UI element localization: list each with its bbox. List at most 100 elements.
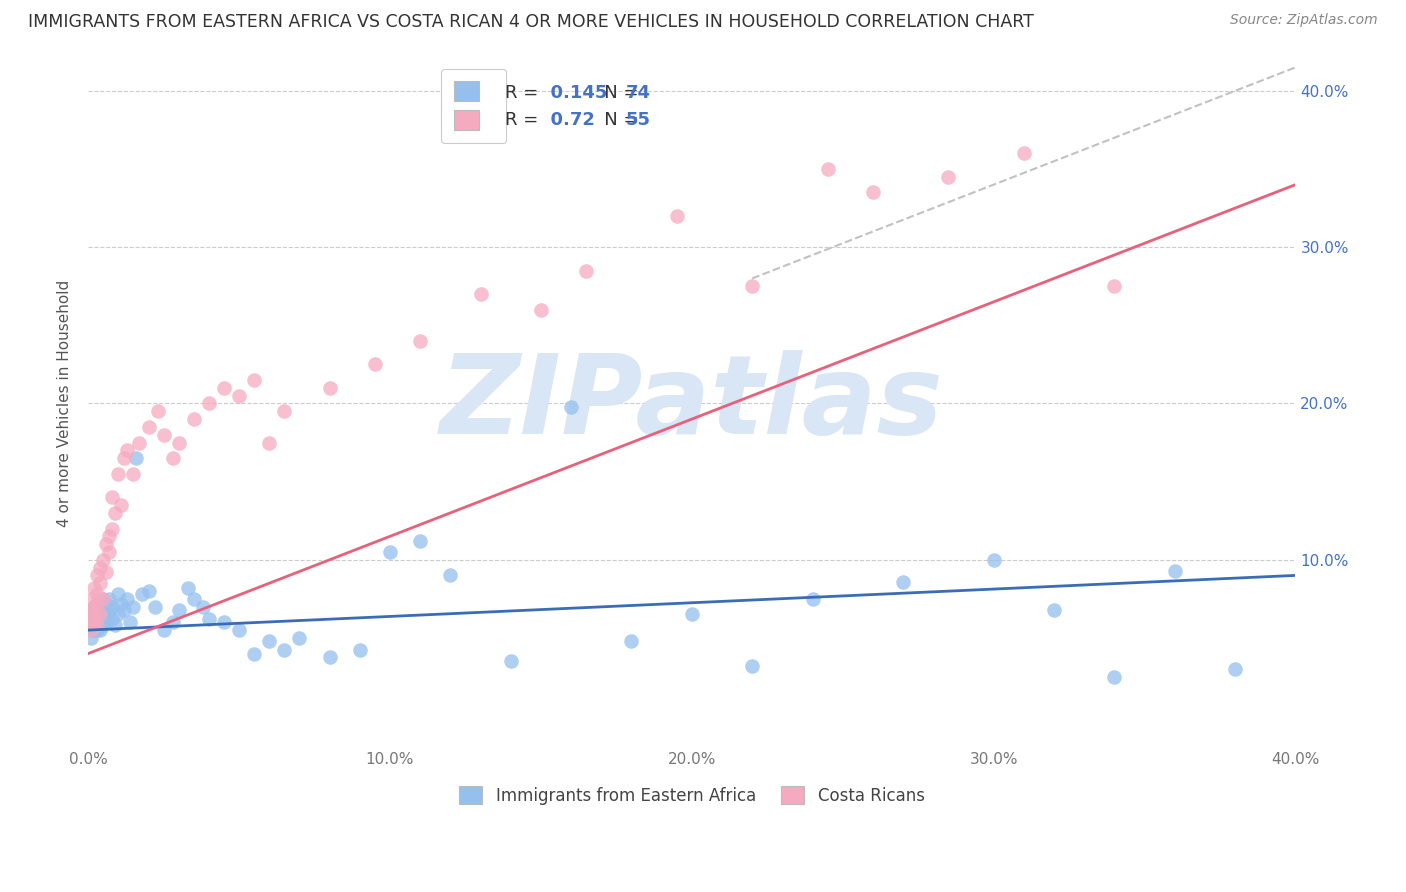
Point — [107, 467, 129, 481]
Point — [152, 623, 174, 637]
Text: 74: 74 — [626, 84, 651, 102]
Point — [98, 545, 121, 559]
Point — [89, 607, 111, 622]
Point — [439, 568, 461, 582]
Point — [83, 599, 105, 614]
Point — [1104, 670, 1126, 684]
Point — [91, 615, 114, 630]
Point — [228, 623, 250, 637]
Point — [167, 435, 190, 450]
Point — [80, 623, 103, 637]
Point — [104, 618, 127, 632]
Point — [575, 263, 598, 277]
Point — [177, 581, 200, 595]
Point — [273, 404, 295, 418]
Point — [96, 537, 118, 551]
Point — [80, 623, 103, 637]
Point — [1012, 146, 1035, 161]
Point — [110, 597, 132, 611]
Text: 0.145: 0.145 — [538, 84, 607, 102]
Point — [96, 566, 118, 580]
Point — [112, 451, 135, 466]
Point — [80, 618, 103, 632]
Point — [1164, 564, 1187, 578]
Point — [107, 587, 129, 601]
Point — [470, 287, 492, 301]
Point — [104, 506, 127, 520]
Y-axis label: 4 or more Vehicles in Household: 4 or more Vehicles in Household — [58, 280, 72, 527]
Point — [138, 584, 160, 599]
Point — [817, 161, 839, 176]
Point — [198, 396, 221, 410]
Point — [378, 545, 401, 559]
Point — [83, 623, 105, 637]
Text: 0.72: 0.72 — [538, 112, 595, 129]
Point — [122, 599, 145, 614]
Point — [91, 603, 114, 617]
Point — [98, 603, 121, 617]
Point — [110, 498, 132, 512]
Point — [198, 612, 221, 626]
Legend: Immigrants from Eastern Africa, Costa Ricans: Immigrants from Eastern Africa, Costa Ri… — [449, 777, 935, 814]
Point — [83, 599, 105, 614]
Point — [117, 591, 139, 606]
Point — [83, 581, 105, 595]
Point — [862, 186, 884, 200]
Point — [891, 574, 914, 589]
Point — [257, 634, 280, 648]
Point — [91, 591, 114, 606]
Point — [143, 599, 166, 614]
Point — [80, 591, 103, 606]
Point — [318, 649, 340, 664]
Point — [191, 599, 214, 614]
Point — [83, 607, 105, 622]
Point — [89, 576, 111, 591]
Point — [228, 389, 250, 403]
Point — [665, 209, 688, 223]
Text: ZIPatlas: ZIPatlas — [440, 350, 943, 457]
Point — [96, 615, 118, 630]
Point — [499, 654, 522, 668]
Text: IMMIGRANTS FROM EASTERN AFRICA VS COSTA RICAN 4 OR MORE VEHICLES IN HOUSEHOLD CO: IMMIGRANTS FROM EASTERN AFRICA VS COSTA … — [28, 13, 1033, 31]
Point — [80, 603, 103, 617]
Point — [1223, 662, 1246, 676]
Point — [167, 603, 190, 617]
Point — [101, 599, 124, 614]
Point — [243, 373, 266, 387]
Point — [183, 591, 205, 606]
Text: Source: ZipAtlas.com: Source: ZipAtlas.com — [1230, 13, 1378, 28]
Point — [212, 381, 235, 395]
Point — [162, 615, 184, 630]
Point — [243, 647, 266, 661]
Point — [91, 553, 114, 567]
Point — [86, 603, 108, 617]
Point — [120, 615, 142, 630]
Point — [409, 334, 432, 348]
Point — [183, 412, 205, 426]
Point — [86, 607, 108, 622]
Point — [91, 591, 114, 606]
Point — [80, 631, 103, 645]
Point — [620, 634, 643, 648]
Point — [98, 529, 121, 543]
Point — [801, 591, 824, 606]
Point — [86, 597, 108, 611]
Text: 55: 55 — [626, 112, 651, 129]
Point — [89, 560, 111, 574]
Point — [96, 607, 118, 622]
Point — [1043, 603, 1066, 617]
Point — [83, 615, 105, 630]
Text: N =: N = — [586, 112, 644, 129]
Point — [1104, 279, 1126, 293]
Point — [257, 435, 280, 450]
Point — [89, 609, 111, 624]
Point — [938, 169, 960, 184]
Point — [530, 302, 553, 317]
Point — [98, 591, 121, 606]
Point — [86, 568, 108, 582]
Point — [83, 609, 105, 624]
Point — [212, 615, 235, 630]
Point — [86, 618, 108, 632]
Text: N =: N = — [586, 84, 644, 102]
Point — [86, 623, 108, 637]
